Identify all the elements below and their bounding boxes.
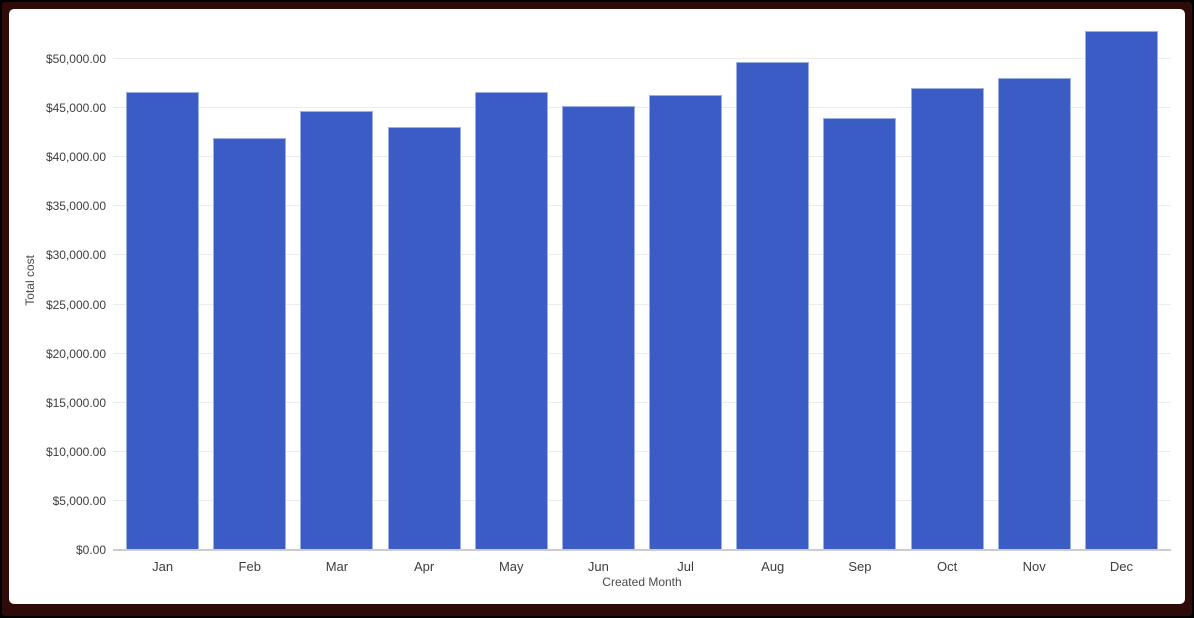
bar-oct[interactable]	[910, 87, 984, 550]
x-tick-dec: Dec	[1109, 559, 1133, 574]
bar-jan[interactable]	[126, 92, 200, 550]
x-tick-may: May	[498, 559, 524, 574]
bar-jun[interactable]	[561, 106, 635, 550]
x-tick-jul: Jul	[677, 559, 694, 574]
bar-aug[interactable]	[736, 62, 810, 550]
chart-canvas: Total cost $0.00 $5,000.00 $10,000.00 $15,0…	[9, 9, 1185, 604]
x-tick-apr: Apr	[413, 559, 435, 574]
y-tick-label: $0.00	[75, 543, 106, 557]
gridline	[113, 499, 1171, 501]
y-tick-label: $50,000.00	[45, 52, 106, 67]
bar-sep[interactable]	[823, 118, 897, 550]
bar-apr[interactable]	[387, 126, 461, 550]
y-tick-label: $25,000.00	[45, 297, 106, 312]
x-tick-aug: Aug	[761, 559, 785, 574]
y-tick-label: $10,000.00	[45, 444, 106, 459]
plot-area	[113, 10, 1171, 551]
bar-nov[interactable]	[997, 77, 1071, 550]
x-axis-tick-labels: Jan Feb Mar Apr May Jun Jul Aug Sep Oct Nov Dec	[119, 559, 1165, 575]
y-tick-label: $45,000.00	[45, 101, 106, 116]
x-tick-jun: Jun	[587, 559, 609, 574]
gridline	[113, 156, 1171, 158]
y-tick-label: $30,000.00	[45, 248, 106, 263]
bar-jul[interactable]	[649, 95, 723, 550]
gridline	[113, 450, 1171, 452]
bar-feb[interactable]	[213, 137, 287, 550]
y-tick-label: $15,000.00	[45, 395, 106, 410]
x-axis-title: Created Month	[602, 575, 682, 589]
x-tick-mar: Mar	[325, 559, 349, 574]
bar-may[interactable]	[474, 91, 548, 550]
gridline	[113, 205, 1171, 207]
x-tick-sep: Sep	[848, 559, 872, 574]
y-tick-label: $20,000.00	[45, 346, 106, 361]
y-tick-label: $5,000.00	[52, 493, 106, 508]
x-tick-feb: Feb	[238, 559, 261, 574]
gridline	[113, 254, 1171, 256]
x-tick-jan: Jan	[152, 559, 174, 574]
gridline	[113, 58, 1171, 60]
y-tick-label: $35,000.00	[45, 199, 106, 214]
gridline	[113, 352, 1171, 354]
gridline	[113, 303, 1171, 305]
gridline	[113, 107, 1171, 109]
bar-dec[interactable]	[1084, 30, 1158, 550]
x-tick-nov: Nov	[1022, 559, 1046, 574]
y-tick-label: $40,000.00	[45, 150, 106, 165]
gridline	[113, 401, 1171, 403]
bar-mar[interactable]	[300, 111, 374, 550]
x-axis-baseline	[113, 549, 1171, 551]
y-axis-tick-labels: $0.00 $5,000.00 $10,000.00 $15,000.00 $20,00…	[9, 10, 106, 557]
x-tick-oct: Oct	[936, 559, 958, 574]
